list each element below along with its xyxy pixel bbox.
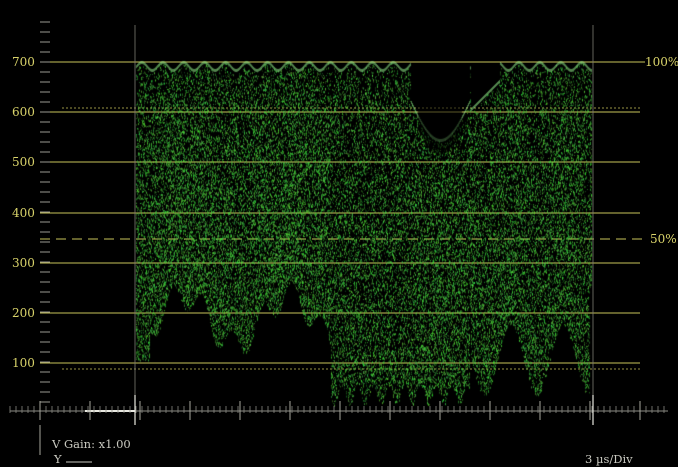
timebase-readout: 3 µs/Div <box>585 452 633 466</box>
percent-label-100: 100% <box>645 55 678 69</box>
level-label-200: 200 <box>12 306 35 320</box>
channel-indicator: Y <box>54 452 62 466</box>
level-label-600: 600 <box>12 105 35 119</box>
vertical-gain-readout: V Gain: x1.00 <box>52 437 131 451</box>
percent-label-50: 50% <box>650 232 677 246</box>
level-label-700: 700 <box>12 55 35 69</box>
level-label-300: 300 <box>12 256 35 270</box>
level-label-400: 400 <box>12 206 35 220</box>
level-label-500: 500 <box>12 155 35 169</box>
level-label-100: 100 <box>12 356 35 370</box>
